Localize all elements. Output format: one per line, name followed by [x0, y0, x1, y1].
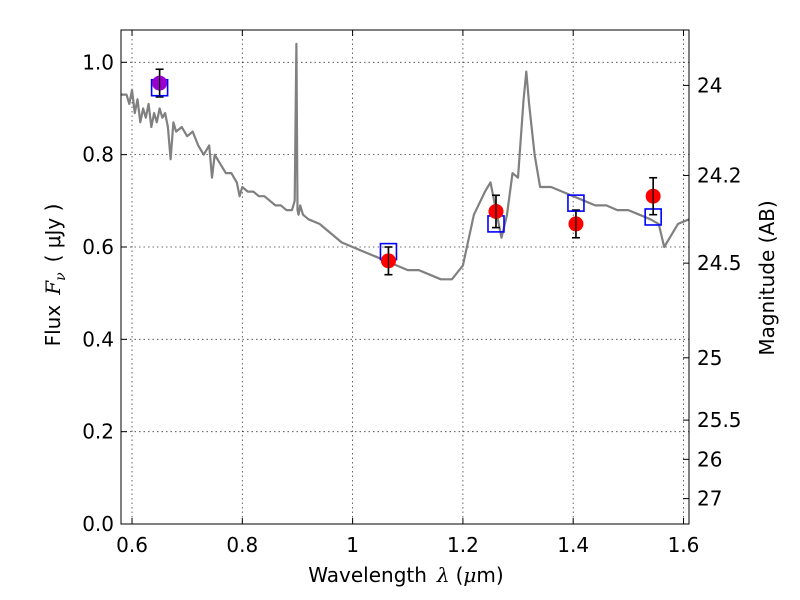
x-axis-label-unit-symbol: μ — [463, 563, 476, 587]
x-tick-labels: 0.6 0.8 1 1.2 1.4 1.6 — [116, 533, 699, 557]
y-tick-label: 0.2 — [82, 420, 114, 444]
x-axis-label-main: Wavelength — [308, 563, 427, 587]
y-tick-label: 0.8 — [82, 143, 114, 167]
model-spectrum-line — [121, 42, 690, 281]
x-tick-label: 1.6 — [668, 533, 700, 557]
y2-tick-label: 27 — [697, 487, 722, 511]
y2-tick-label: 25.5 — [697, 408, 742, 432]
y-tick-label: 0.4 — [82, 327, 114, 351]
observed-photometry-markers — [152, 69, 661, 275]
y-tick-labels: 0.0 0.2 0.4 0.6 0.8 1.0 — [82, 50, 114, 536]
data-series — [121, 42, 690, 281]
y2-tick-label: 24.5 — [697, 251, 742, 275]
y-axis-label-symbol: F — [41, 280, 65, 296]
y-axis-label-unit: ( μJy ) — [41, 204, 65, 263]
x-axis-label-unit-open: ( — [456, 563, 464, 587]
grid-lines — [121, 30, 689, 525]
x-tick-label: 0.6 — [116, 533, 148, 557]
y-axis-label: Flux Fν ( μJy ) — [41, 204, 69, 347]
x-tick-label: 0.8 — [226, 533, 258, 557]
y-axis-label-main: Flux — [41, 305, 65, 347]
y-tick-label: 0.0 — [82, 512, 114, 536]
y2-tick-label: 26 — [697, 447, 722, 471]
x-axis-label-symbol: λ — [436, 563, 450, 587]
axis-ticks — [121, 30, 689, 525]
x-tick-label: 1 — [346, 533, 359, 557]
y2-axis-label: Magnitude (AB) — [755, 200, 779, 355]
x-tick-label: 1.2 — [447, 533, 479, 557]
y-tick-label: 0.6 — [82, 235, 114, 259]
x-axis-label-unit-close: m) — [476, 563, 503, 587]
x-axis-label: Wavelength λ (μm) — [308, 563, 503, 587]
x-tick-label: 1.4 — [557, 533, 589, 557]
y2-tick-label: 24.2 — [697, 163, 742, 187]
plot-frame — [120, 29, 690, 525]
y-axis-label-subscript: ν — [53, 272, 69, 281]
y2-tick-labels: 24 24.2 24.5 25 25.5 26 27 — [697, 73, 742, 510]
model-photometry-markers — [150, 78, 662, 261]
y2-tick-label: 24 — [697, 73, 722, 97]
y2-tick-label: 25 — [697, 346, 722, 370]
error-bars — [155, 68, 658, 276]
y-tick-label: 1.0 — [82, 50, 114, 74]
